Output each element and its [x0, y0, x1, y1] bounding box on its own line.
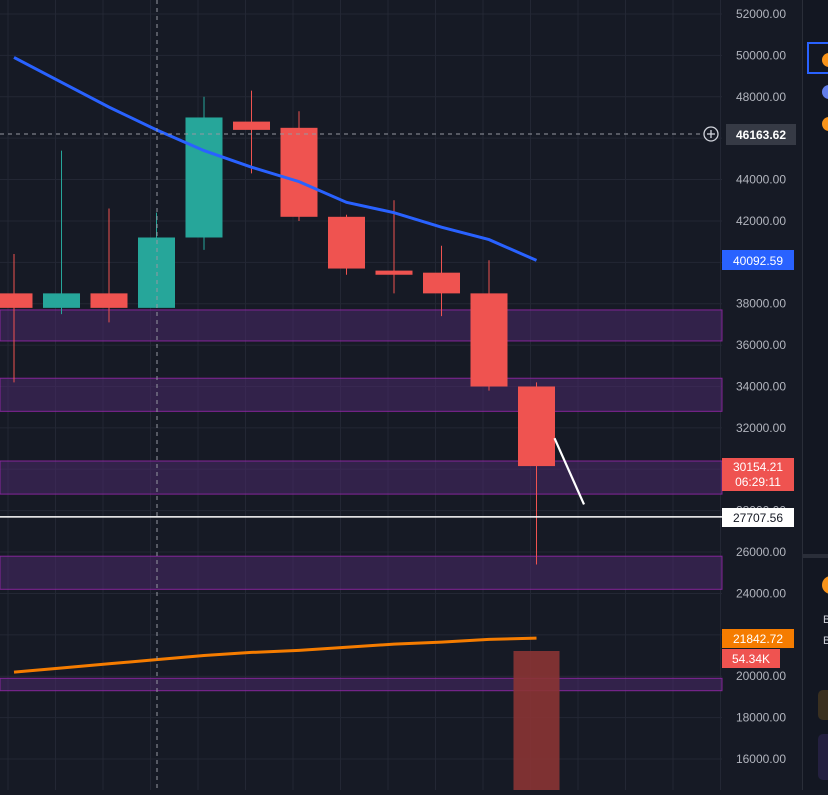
candle[interactable]	[90, 208, 128, 323]
ma-fast-tag: 40092.59	[733, 254, 783, 268]
right-side-panel[interactable]: B B	[802, 0, 828, 790]
crosshair	[0, 0, 702, 790]
zone-box	[0, 677, 723, 692]
support-zones	[0, 309, 723, 692]
candle-body	[185, 117, 223, 238]
ma-fast-line	[13, 56, 538, 262]
candle[interactable]	[470, 260, 508, 391]
ma-slow-tag-bg	[722, 629, 794, 648]
y-tick-label: 50000.00	[736, 48, 786, 62]
candle[interactable]	[423, 245, 460, 317]
zone-box	[0, 555, 723, 590]
y-tick-label: 38000.00	[736, 297, 786, 311]
candle[interactable]	[280, 111, 318, 221]
y-tick-label: 18000.00	[736, 711, 786, 725]
coin-icon-4	[822, 576, 828, 594]
volume-tag: 54.34K	[732, 652, 770, 666]
ma-fast-tag-bg	[722, 250, 794, 270]
crosshair-plus-icon[interactable]	[703, 126, 719, 142]
volume-bar	[513, 651, 560, 790]
ma-slow-tag: 21842.72	[733, 632, 783, 646]
price-labels: 46163.62 40092.59 30154.21 06:29:11 2770…	[703, 124, 796, 668]
y-tick-label: 48000.00	[736, 90, 786, 104]
last-price-tag-bg	[722, 458, 794, 491]
projection-line	[553, 437, 586, 505]
y-tick-label: 26000.00	[736, 545, 786, 559]
candle[interactable]	[185, 96, 223, 250]
candles[interactable]	[0, 90, 555, 565]
candle[interactable]	[328, 214, 365, 275]
candle-body	[328, 216, 365, 269]
candle-body	[375, 270, 413, 275]
hline-price-tag-bg	[722, 508, 794, 527]
panel-text-fragment-2: B	[823, 635, 828, 647]
crosshair-price-tag-bg	[726, 124, 796, 145]
candle[interactable]	[0, 254, 33, 383]
last-price-tag: 30154.21	[733, 460, 783, 474]
candle-body	[423, 272, 460, 294]
panel-watchlist-row-1[interactable]	[807, 42, 828, 74]
candle-body	[518, 386, 555, 467]
y-tick-label: 52000.00	[736, 7, 786, 21]
panel-text-fragment-1: B	[823, 614, 828, 626]
candle-body	[233, 121, 270, 130]
volume-bars	[513, 651, 560, 790]
countdown-tag: 06:29:11	[735, 475, 781, 489]
candle[interactable]	[233, 90, 270, 174]
coin-icon-3	[822, 117, 828, 131]
y-tick-label: 32000.00	[736, 421, 786, 435]
zone-box	[0, 377, 723, 412]
crosshair-price-tag: 46163.62	[736, 128, 786, 142]
candle-body	[280, 127, 318, 217]
y-tick-label: 34000.00	[736, 380, 786, 394]
panel-button-1[interactable]	[818, 690, 828, 720]
hline-price-tag: 27707.56	[733, 511, 783, 525]
y-tick-label: 20000.00	[736, 669, 786, 683]
candle-body	[470, 293, 508, 387]
y-tick-label: 16000.00	[736, 752, 786, 766]
panel-divider	[803, 554, 828, 558]
zone-box	[0, 309, 723, 342]
coin-icon-2	[822, 85, 828, 99]
zone-box	[0, 460, 723, 495]
candlestick-chart[interactable]: 52000.0050000.0048000.0046000.0044000.00…	[0, 0, 802, 790]
y-tick-label: 42000.00	[736, 214, 786, 228]
y-tick-label: 24000.00	[736, 586, 786, 600]
coin-icon-1	[822, 53, 828, 67]
candle-body	[43, 293, 80, 308]
panel-button-2[interactable]	[818, 734, 828, 780]
volume-tag-bg	[722, 649, 780, 668]
moving-averages	[13, 56, 586, 674]
y-tick-label: 36000.00	[736, 338, 786, 352]
candle-body	[90, 293, 128, 308]
candle[interactable]	[375, 200, 413, 294]
candle[interactable]	[43, 150, 80, 315]
candle[interactable]	[518, 382, 555, 565]
y-tick-label: 44000.00	[736, 173, 786, 187]
candle-body	[0, 293, 33, 308]
ma-slow-line	[13, 636, 537, 674]
